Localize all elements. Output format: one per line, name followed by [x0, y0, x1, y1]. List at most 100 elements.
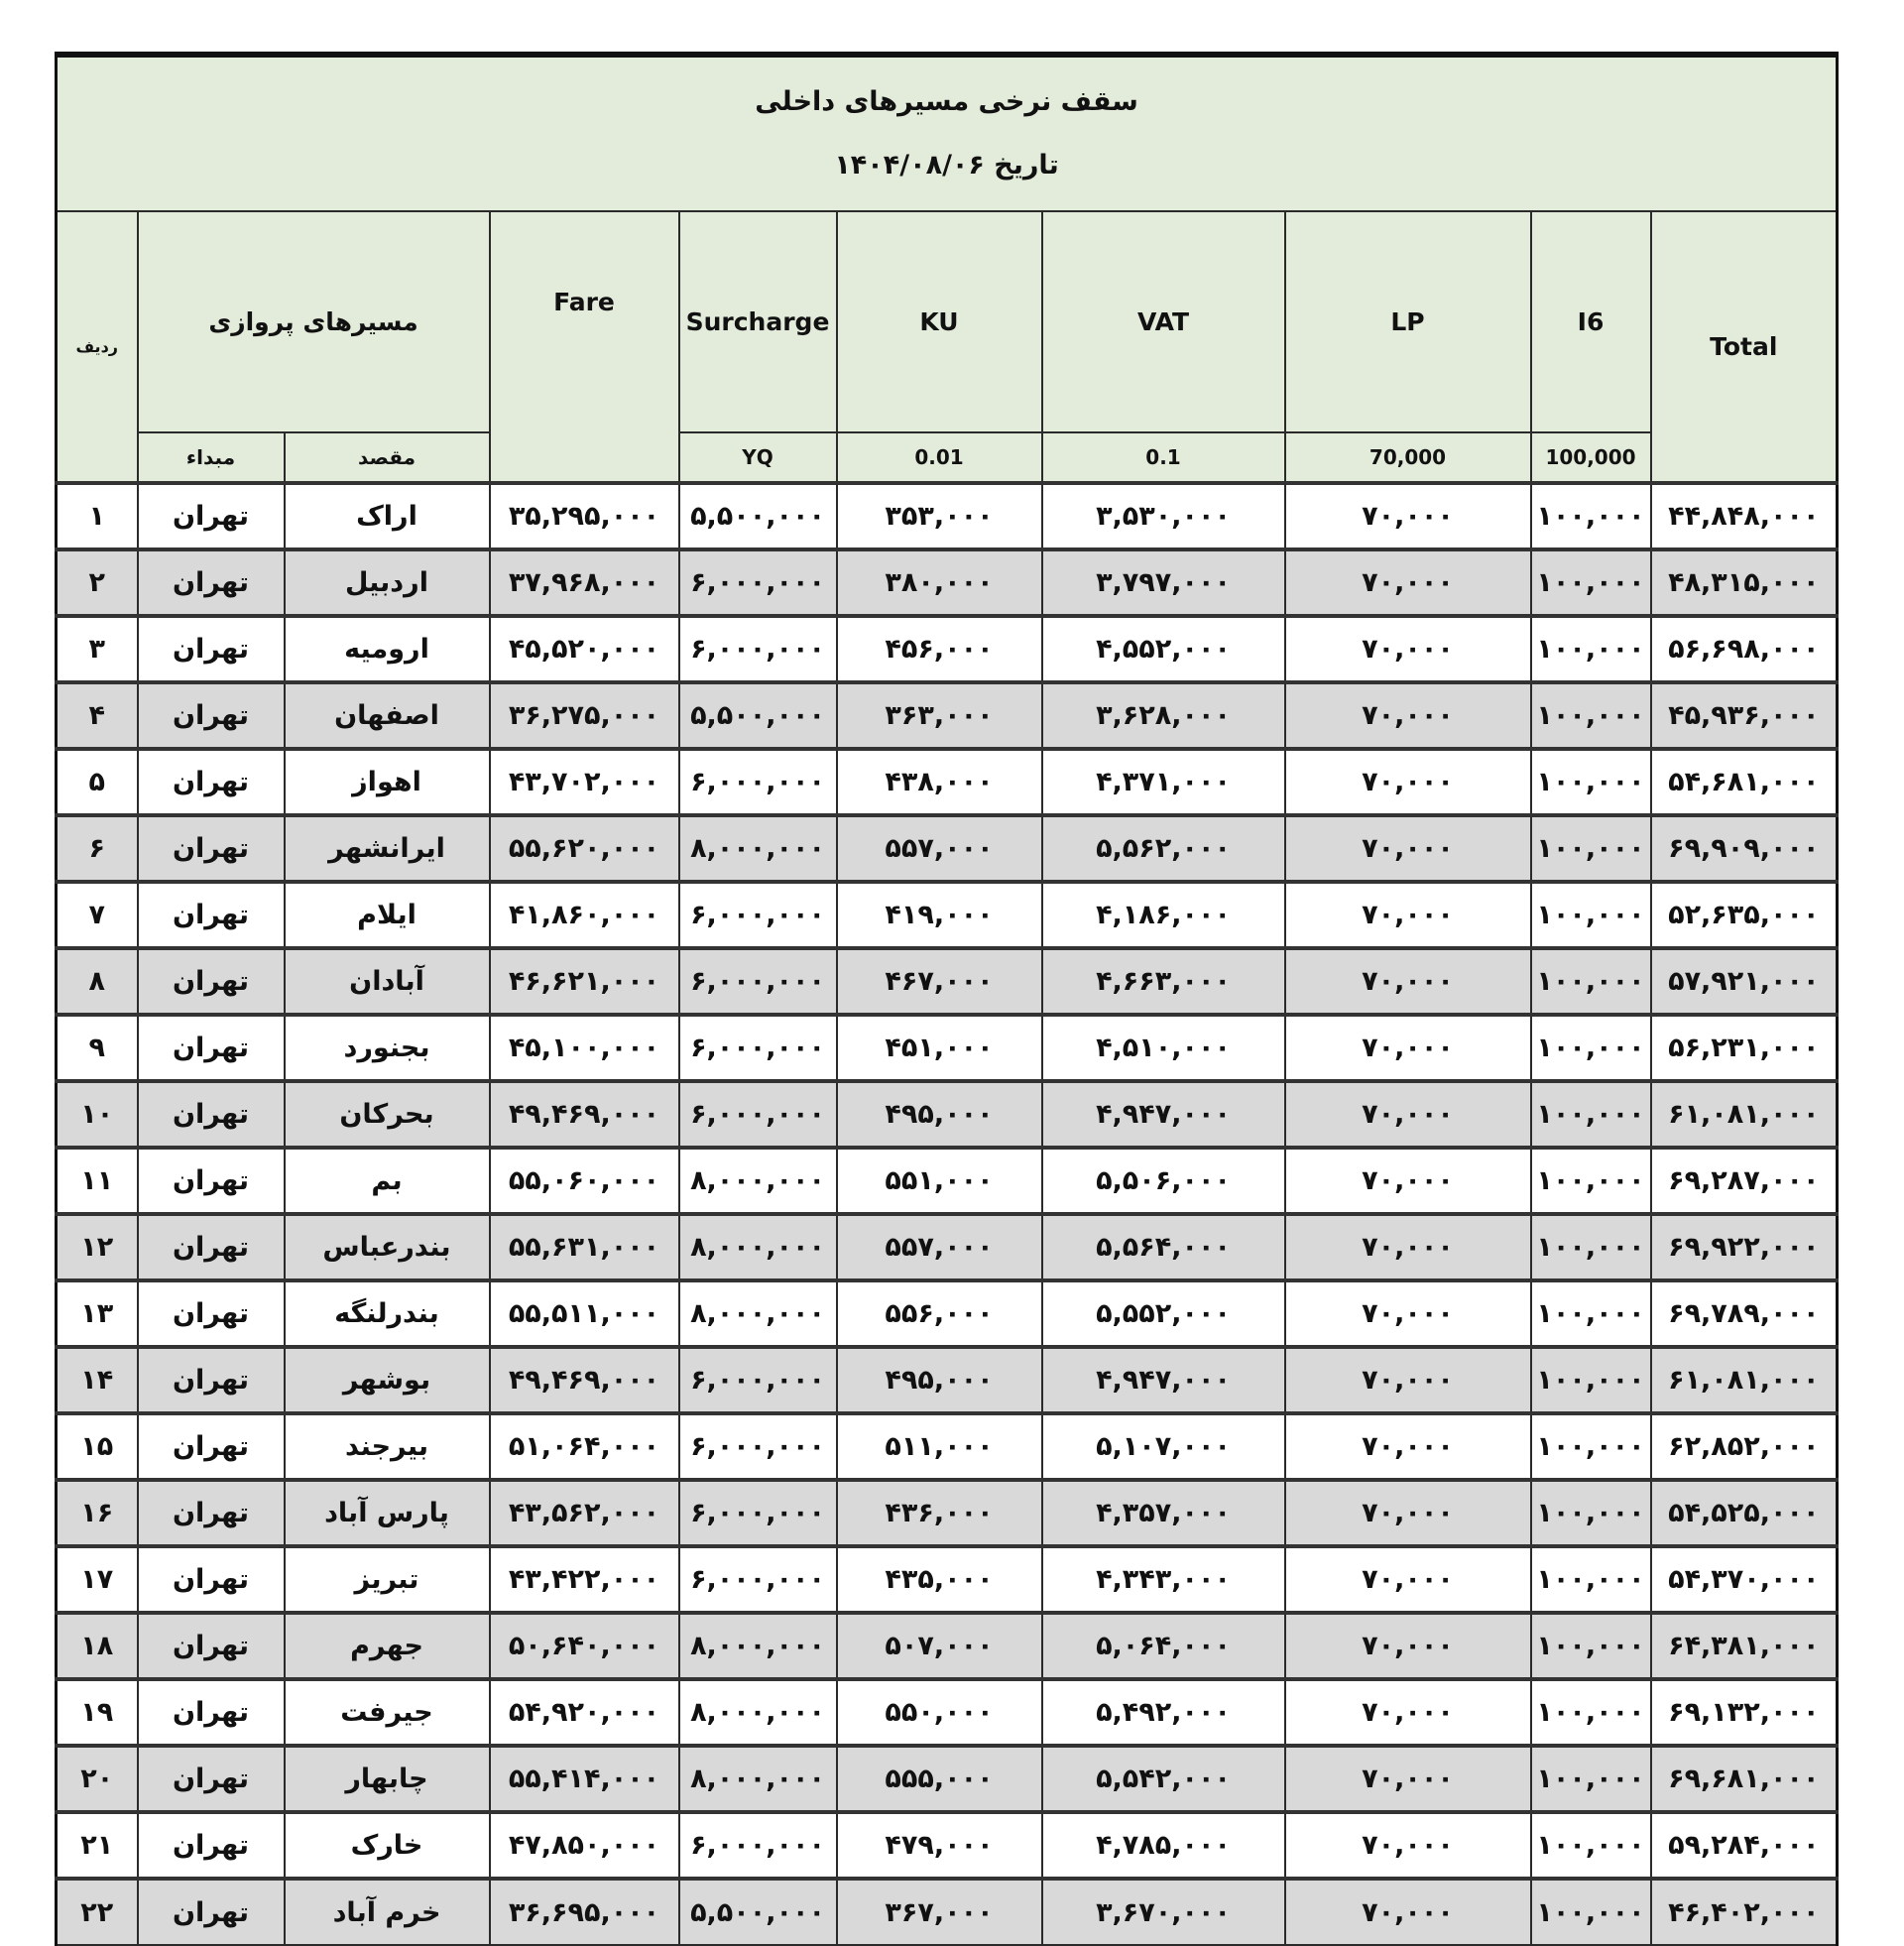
table-row: ۲۲ تهران خرم آباد ۳۶,۶۹۵,۰۰۰ ۵,۵۰۰,۰۰۰ ۳۶۷,۰۰…	[55, 1877, 1839, 1946]
cell-lp: ۷۰,۰۰۰	[1283, 1411, 1532, 1481]
cell-total: ۵۹,۲۸۴,۰۰۰	[1649, 1810, 1839, 1880]
cell-destination: بم	[283, 1146, 491, 1215]
table-row: ۱۲ تهران بندرعباس ۵۵,۶۳۱,۰۰۰ ۸,۰۰۰,۰۰۰ ۵۵۷,۰۰…	[55, 1212, 1839, 1281]
cell-ku: ۴۹۵,۰۰۰	[835, 1079, 1043, 1149]
cell-lp: ۷۰,۰۰۰	[1283, 880, 1532, 949]
cell-i6: ۱۰۰,۰۰۰	[1529, 547, 1652, 617]
cell-destination: ارومیه	[283, 614, 491, 683]
cell-total: ۵۴,۳۷۰,۰۰۰	[1649, 1544, 1839, 1614]
header-surcharge: Surcharge	[677, 210, 838, 433]
cell-origin: تهران	[136, 1744, 286, 1813]
table-row: ۶ تهران ایرانشهر ۵۵,۶۲۰,۰۰۰ ۸,۰۰۰,۰۰۰ ۵۵۷,۰۰۰…	[55, 813, 1839, 883]
cell-origin: تهران	[136, 946, 286, 1016]
cell-vat: ۳,۷۹۷,۰۰۰	[1040, 547, 1286, 617]
cell-origin: تهران	[136, 1478, 286, 1547]
cell-surcharge: ۶,۰۰۰,۰۰۰	[677, 747, 838, 816]
cell-i6: ۱۰۰,۰۰۰	[1529, 1611, 1652, 1680]
cell-fare: ۵۵,۵۱۱,۰۰۰	[488, 1278, 680, 1348]
header-ku: KU	[835, 210, 1043, 433]
cell-lp: ۷۰,۰۰۰	[1283, 1677, 1532, 1747]
cell-i6: ۱۰۰,۰۰۰	[1529, 813, 1652, 883]
cell-destination: بحرکان	[283, 1079, 491, 1149]
cell-lp: ۷۰,۰۰۰	[1283, 1013, 1532, 1082]
cell-fare: ۵۵,۶۳۱,۰۰۰	[488, 1212, 680, 1281]
cell-i6: ۱۰۰,۰۰۰	[1529, 1146, 1652, 1215]
table-row: ۱۳ تهران بندرلنگه ۵۵,۵۱۱,۰۰۰ ۸,۰۰۰,۰۰۰ ۵۵۶,۰۰…	[55, 1278, 1839, 1348]
table-row: ۲۰ تهران چابهار ۵۵,۴۱۴,۰۰۰ ۸,۰۰۰,۰۰۰ ۵۵۵,۰۰۰ ۵…	[55, 1744, 1839, 1813]
cell-ku: ۵۵۶,۰۰۰	[835, 1278, 1043, 1348]
cell-destination: پارس آباد	[283, 1478, 491, 1547]
cell-row-number: ۱۱	[55, 1146, 139, 1215]
cell-total: ۶۴,۳۸۱,۰۰۰	[1649, 1611, 1839, 1680]
header-i6-sub: 100,000	[1529, 431, 1652, 484]
cell-origin: تهران	[136, 614, 286, 683]
cell-lp: ۷۰,۰۰۰	[1283, 1877, 1532, 1946]
cell-ku: ۵۵۱,۰۰۰	[835, 1146, 1043, 1215]
cell-origin: تهران	[136, 1212, 286, 1281]
cell-vat: ۳,۵۳۰,۰۰۰	[1040, 481, 1286, 550]
cell-destination: چابهار	[283, 1744, 491, 1813]
header-fare-label: Fare	[553, 287, 615, 316]
cell-origin: تهران	[136, 1877, 286, 1946]
cell-i6: ۱۰۰,۰۰۰	[1529, 1744, 1652, 1813]
cell-surcharge: ۸,۰۰۰,۰۰۰	[677, 1611, 838, 1680]
cell-surcharge: ۶,۰۰۰,۰۰۰	[677, 1013, 838, 1082]
cell-lp: ۷۰,۰۰۰	[1283, 1478, 1532, 1547]
table-row: ۱۶ تهران پارس آباد ۴۳,۵۶۲,۰۰۰ ۶,۰۰۰,۰۰۰ ۴۳۶,۰…	[55, 1478, 1839, 1547]
cell-fare: ۴۳,۴۲۲,۰۰۰	[488, 1544, 680, 1614]
cell-surcharge: ۶,۰۰۰,۰۰۰	[677, 1411, 838, 1481]
cell-fare: ۴۷,۸۵۰,۰۰۰	[488, 1810, 680, 1880]
cell-i6: ۱۰۰,۰۰۰	[1529, 1013, 1652, 1082]
cell-total: ۵۷,۹۲۱,۰۰۰	[1649, 946, 1839, 1016]
table-row: ۱۵ تهران بیرجند ۵۱,۰۶۴,۰۰۰ ۶,۰۰۰,۰۰۰ ۵۱۱,۰۰۰ ۵…	[55, 1411, 1839, 1481]
header-row-number: ردیف	[55, 210, 139, 484]
cell-total: ۶۹,۶۸۱,۰۰۰	[1649, 1744, 1839, 1813]
cell-lp: ۷۰,۰۰۰	[1283, 1146, 1532, 1215]
cell-total: ۶۹,۷۸۹,۰۰۰	[1649, 1278, 1839, 1348]
cell-lp: ۷۰,۰۰۰	[1283, 813, 1532, 883]
cell-lp: ۷۰,۰۰۰	[1283, 614, 1532, 683]
table-title: سقف نرخی مسیرهای داخلی	[755, 86, 1138, 117]
table-row: ۷ تهران ایلام ۴۱,۸۶۰,۰۰۰ ۶,۰۰۰,۰۰۰ ۴۱۹,۰۰۰ ۴,۱…	[55, 880, 1839, 949]
table-row: ۱ تهران اراک ۳۵,۲۹۵,۰۰۰ ۵,۵۰۰,۰۰۰ ۳۵۳,۰۰۰ ۳,۵۳…	[55, 481, 1839, 550]
header-destination: مقصد	[283, 431, 491, 484]
cell-i6: ۱۰۰,۰۰۰	[1529, 1278, 1652, 1348]
cell-i6: ۱۰۰,۰۰۰	[1529, 1212, 1652, 1281]
cell-lp: ۷۰,۰۰۰	[1283, 1079, 1532, 1149]
table-date: تاریخ ۱۴۰۴/۰۸/۰۶	[834, 150, 1059, 181]
cell-ku: ۴۶۷,۰۰۰	[835, 946, 1043, 1016]
cell-surcharge: ۸,۰۰۰,۰۰۰	[677, 1677, 838, 1747]
cell-row-number: ۱۷	[55, 1544, 139, 1614]
cell-destination: بندرلنگه	[283, 1278, 491, 1348]
cell-total: ۶۹,۲۸۷,۰۰۰	[1649, 1146, 1839, 1215]
cell-ku: ۵۵۵,۰۰۰	[835, 1744, 1043, 1813]
cell-destination: خرم آباد	[283, 1877, 491, 1946]
cell-origin: تهران	[136, 547, 286, 617]
cell-fare: ۳۶,۲۷۵,۰۰۰	[488, 680, 680, 750]
cell-row-number: ۱۲	[55, 1212, 139, 1281]
cell-destination: جهرم	[283, 1611, 491, 1680]
table-title-block: سقف نرخی مسیرهای داخلی تاریخ ۱۴۰۴/۰۸/۰۶	[55, 52, 1839, 212]
cell-origin: تهران	[136, 1079, 286, 1149]
cell-total: ۶۱,۰۸۱,۰۰۰	[1649, 1079, 1839, 1149]
cell-ku: ۴۵۶,۰۰۰	[835, 614, 1043, 683]
cell-total: ۵۴,۶۸۱,۰۰۰	[1649, 747, 1839, 816]
cell-vat: ۴,۵۱۰,۰۰۰	[1040, 1013, 1286, 1082]
cell-fare: ۴۶,۶۲۱,۰۰۰	[488, 946, 680, 1016]
cell-ku: ۳۸۰,۰۰۰	[835, 547, 1043, 617]
cell-ku: ۵۰۷,۰۰۰	[835, 1611, 1043, 1680]
cell-vat: ۴,۳۴۳,۰۰۰	[1040, 1544, 1286, 1614]
cell-ku: ۵۵۷,۰۰۰	[835, 1212, 1043, 1281]
cell-row-number: ۱۳	[55, 1278, 139, 1348]
cell-destination: بندرعباس	[283, 1212, 491, 1281]
cell-destination: اردبیل	[283, 547, 491, 617]
cell-ku: ۳۶۳,۰۰۰	[835, 680, 1043, 750]
cell-total: ۴۶,۴۰۲,۰۰۰	[1649, 1877, 1839, 1946]
cell-fare: ۵۰,۶۴۰,۰۰۰	[488, 1611, 680, 1680]
cell-i6: ۱۰۰,۰۰۰	[1529, 481, 1652, 550]
cell-total: ۴۸,۳۱۵,۰۰۰	[1649, 547, 1839, 617]
cell-surcharge: ۵,۵۰۰,۰۰۰	[677, 680, 838, 750]
table-row: ۸ تهران آبادان ۴۶,۶۲۱,۰۰۰ ۶,۰۰۰,۰۰۰ ۴۶۷,۰۰۰ ۴,…	[55, 946, 1839, 1016]
header-ku-sub: 0.01	[835, 431, 1043, 484]
cell-vat: ۵,۵۶۴,۰۰۰	[1040, 1212, 1286, 1281]
